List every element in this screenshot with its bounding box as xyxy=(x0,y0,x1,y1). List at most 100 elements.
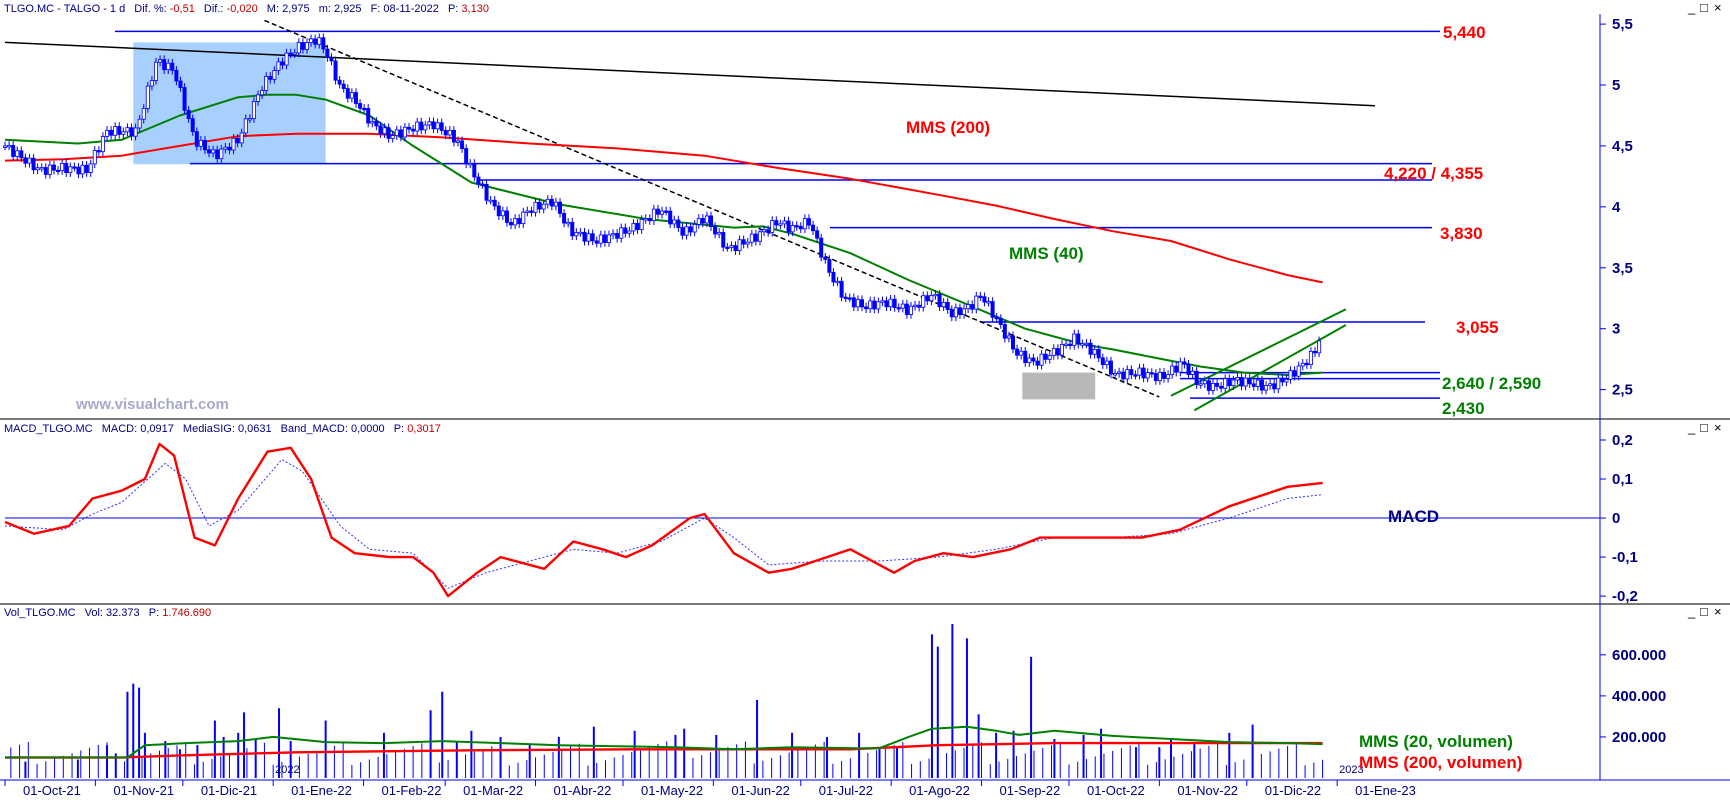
candle-body xyxy=(415,121,420,132)
candle-body xyxy=(1210,382,1215,391)
price-y-tick-label: 3 xyxy=(1612,321,1620,338)
candle-body xyxy=(1174,365,1179,373)
candle-body xyxy=(1092,348,1097,355)
candle-body xyxy=(260,89,265,96)
candle-body xyxy=(496,205,501,217)
candle-body xyxy=(1055,348,1060,356)
candle-body xyxy=(664,210,669,213)
candle-body xyxy=(1219,385,1224,389)
macd-y-tick-label: 0 xyxy=(1612,510,1620,527)
candle-body xyxy=(439,122,444,131)
candle-body xyxy=(223,146,228,150)
candle-body xyxy=(215,149,220,160)
x-tick-label: 01-Nov-22 xyxy=(1177,783,1238,798)
candle-body xyxy=(509,222,514,226)
candle-body xyxy=(937,293,942,308)
candle-body xyxy=(594,240,599,244)
candle-body xyxy=(590,233,595,242)
candle-body xyxy=(72,166,77,169)
candle-body xyxy=(966,304,971,310)
candle-body xyxy=(537,201,542,210)
candle-body xyxy=(1084,342,1089,346)
candle-body xyxy=(900,303,905,309)
close-icon[interactable]: × xyxy=(1714,420,1722,435)
mms40-annotation: MMS (40) xyxy=(1009,244,1084,263)
candle-body xyxy=(1247,377,1252,385)
candle-body xyxy=(211,149,216,154)
watermark: www.visualchart.com xyxy=(75,396,229,413)
candle-body xyxy=(464,148,469,165)
candle-body xyxy=(602,234,607,243)
candle-body xyxy=(921,295,926,308)
candle-body xyxy=(1284,378,1289,383)
candle-body xyxy=(627,230,632,234)
volume-panel-header: Vol_TLGO.MC Vol: 32.373 P: 1.746.690 xyxy=(4,607,211,619)
candle-body xyxy=(949,309,954,318)
candle-body xyxy=(88,163,93,173)
candle-body xyxy=(606,234,611,243)
x-tick-label: 01-Ene-22 xyxy=(291,783,352,798)
candle-body xyxy=(219,148,224,160)
candle-body xyxy=(472,163,477,178)
candle-body xyxy=(570,221,575,237)
candle-body xyxy=(1035,360,1040,366)
candle-body xyxy=(186,109,191,120)
candle-body xyxy=(843,296,848,300)
candle-body xyxy=(598,234,603,244)
level-label-2430: 2,430 xyxy=(1442,399,1485,418)
close-icon[interactable]: × xyxy=(1714,0,1722,15)
minimize-icon[interactable]: _ xyxy=(1687,420,1696,435)
close-icon[interactable]: × xyxy=(1714,604,1722,619)
candle-body xyxy=(1157,371,1162,381)
candle-body xyxy=(647,218,652,222)
candle-body xyxy=(1121,371,1126,380)
candle-body xyxy=(378,125,383,135)
level-label-2640-2590: 2,640 / 2,590 xyxy=(1442,374,1541,393)
volume-panel-marks xyxy=(5,624,1324,778)
macd-y-tick-label: -0,2 xyxy=(1612,588,1638,605)
minimize-icon[interactable]: _ xyxy=(1687,0,1696,15)
candle-body xyxy=(978,295,983,298)
candle-body xyxy=(941,301,946,308)
candle-body xyxy=(480,183,485,186)
candle-body xyxy=(868,300,873,310)
x-tick-label: 01-Sep-22 xyxy=(1000,783,1061,798)
candle-body xyxy=(680,227,685,236)
candle-body xyxy=(1215,382,1220,387)
candle-body xyxy=(876,301,881,310)
maximize-icon[interactable]: □ xyxy=(1700,604,1708,619)
candle-body xyxy=(574,232,579,237)
candle-body xyxy=(737,239,742,252)
window-buttons: _ □ × _ □ × _ □ × xyxy=(1687,0,1722,619)
macd-panel-marks xyxy=(4,442,1600,598)
candle-body xyxy=(778,223,783,226)
candle-body xyxy=(839,280,844,298)
candle-body xyxy=(68,166,73,174)
macd-label: MACD xyxy=(1388,507,1439,526)
candle-body xyxy=(1194,370,1199,385)
candle-body xyxy=(553,201,558,207)
candle-body xyxy=(1231,379,1236,387)
candle-body xyxy=(1072,333,1077,346)
candle-body xyxy=(460,140,465,149)
candle-body xyxy=(1198,383,1203,386)
maximize-icon[interactable]: □ xyxy=(1700,0,1708,15)
candle-body xyxy=(700,218,705,224)
candle-body xyxy=(423,124,428,131)
candle-body xyxy=(43,167,48,175)
candle-body xyxy=(304,42,309,50)
candle-body xyxy=(672,219,677,225)
candle-body xyxy=(1064,343,1069,346)
candle-body xyxy=(398,129,403,138)
candle-body xyxy=(137,118,142,129)
candle-body xyxy=(374,120,379,127)
candle-body xyxy=(847,297,852,300)
trendline-0 xyxy=(4,41,1376,107)
vol-y-tick-label: 400.000 xyxy=(1612,688,1666,705)
minimize-icon[interactable]: _ xyxy=(1687,604,1696,619)
maximize-icon[interactable]: □ xyxy=(1700,420,1708,435)
candle-body xyxy=(1015,348,1020,356)
candle-body xyxy=(117,126,122,135)
level-label-3055: 3,055 xyxy=(1456,318,1499,337)
candle-body xyxy=(827,259,832,273)
